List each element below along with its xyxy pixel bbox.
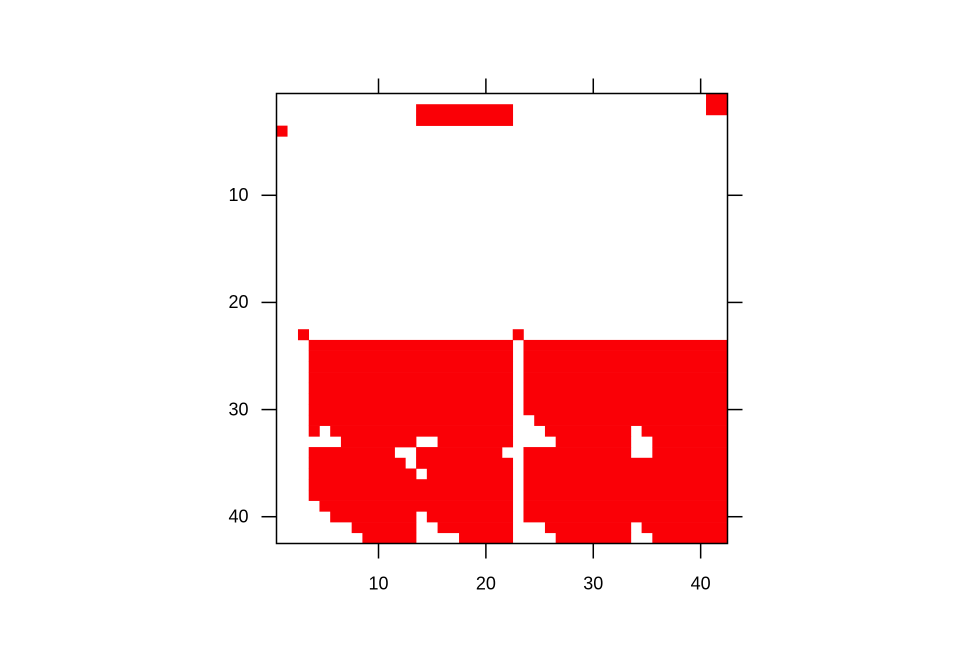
heatmap-cell-run-row-31-col-4-22 bbox=[308, 414, 514, 426]
x-tick-label-10: 10 bbox=[368, 573, 388, 593]
heatmap-cell-run-row-3-col-14-22 bbox=[416, 114, 514, 126]
heatmap-cell-run-row-25-col-4-22 bbox=[308, 350, 514, 362]
heatmap-cell-run-row-38-col-24-42 bbox=[523, 489, 728, 501]
heatmap-cell-run-row-29-col-24-42 bbox=[523, 393, 728, 405]
heatmap-cell-run-row-41-col-16-22 bbox=[437, 522, 514, 534]
heatmap-cell-run-row-35-col-24-42 bbox=[523, 457, 728, 469]
heatmap-cell-run-row-1-col-41-42 bbox=[706, 93, 728, 105]
heatmap-cell-run-row-39-col-24-42 bbox=[523, 500, 728, 512]
heatmap-cell-run-row-42-col-27-33 bbox=[555, 532, 632, 544]
heatmap-cell-run-row-37-col-24-42 bbox=[523, 479, 728, 491]
heatmap-cell-run-row-42-col-9-13 bbox=[362, 532, 417, 544]
heatmap-cell-run-row-40-col-6-13 bbox=[330, 511, 417, 523]
heatmap-cell-run-row-36-col-4-13 bbox=[308, 468, 417, 480]
heatmap-cell-run-row-25-col-24-42 bbox=[523, 350, 728, 362]
heatmap-cell-run-row-39-col-5-22 bbox=[319, 500, 514, 512]
heatmap-cell-run-row-28-col-24-42 bbox=[523, 382, 728, 394]
y-tick-label-20: 20 bbox=[228, 292, 248, 312]
heatmap-cell-run-row-35-col-4-12 bbox=[308, 457, 406, 469]
heatmap-cell-run-row-23-col-3-3 bbox=[297, 329, 310, 341]
heatmap-cell-run-row-34-col-24-33 bbox=[523, 447, 632, 459]
heatmap-cell-run-row-34-col-36-42 bbox=[652, 447, 728, 459]
heatmap-cell-run-row-2-col-41-42 bbox=[706, 104, 728, 116]
heatmap-cell-run-row-32-col-35-42 bbox=[641, 425, 728, 437]
axis-ticks bbox=[261, 78, 743, 559]
heatmap-cell-run-row-37-col-4-22 bbox=[308, 479, 514, 491]
heatmap-cell-run-row-24-col-24-42 bbox=[523, 339, 728, 351]
heatmap-cell-run-row-42-col-36-42 bbox=[652, 532, 728, 544]
heatmap-cell-run-row-30-col-24-42 bbox=[523, 404, 728, 416]
heatmap-cell-run-row-33-col-7-13 bbox=[340, 436, 417, 448]
x-tick-label-20: 20 bbox=[476, 573, 496, 593]
heatmap-cell-run-row-41-col-8-13 bbox=[351, 522, 417, 534]
heatmap-cell-run-row-34-col-14-21 bbox=[416, 447, 503, 459]
heatmap-cell-run-row-26-col-24-42 bbox=[523, 361, 728, 373]
heatmap-cell-run-row-36-col-15-22 bbox=[426, 468, 514, 480]
heatmap-cell-run-row-38-col-4-22 bbox=[308, 489, 514, 501]
x-tick-label-40: 40 bbox=[691, 573, 711, 593]
heatmap-cell-run-row-36-col-24-42 bbox=[523, 468, 728, 480]
heatmap-cell-run-row-35-col-14-22 bbox=[416, 457, 514, 469]
heatmap-cell-run-row-32-col-4-4 bbox=[308, 425, 320, 437]
heatmap-cell-run-row-40-col-24-42 bbox=[523, 511, 728, 523]
heatmap-cell-run-row-33-col-36-42 bbox=[652, 436, 728, 448]
heatmap-cell-run-row-32-col-26-33 bbox=[544, 425, 632, 437]
heatmap-cell-run-row-26-col-4-22 bbox=[308, 361, 514, 373]
heatmap-cell-run-row-23-col-23-23 bbox=[512, 329, 524, 341]
heatmap-cell-run-row-27-col-24-42 bbox=[523, 372, 728, 384]
heatmap-cell-run-row-33-col-27-33 bbox=[555, 436, 632, 448]
y-tick-label-30: 30 bbox=[228, 399, 248, 419]
heatmap-cell-run-row-34-col-4-11 bbox=[308, 447, 395, 459]
heatmap-cell-run-row-27-col-4-22 bbox=[308, 372, 514, 384]
heatmap-cell-run-row-41-col-26-33 bbox=[544, 522, 632, 534]
y-tick-label-40: 40 bbox=[228, 506, 248, 526]
axis-tick-labels: 10 20 30 40 10 20 30 40 bbox=[228, 185, 710, 593]
x-tick-label-30: 30 bbox=[583, 573, 603, 593]
heatmap-cell-run-row-24-col-4-22 bbox=[308, 339, 514, 351]
heatmap-cell-run-row-4-col-1-1 bbox=[276, 125, 288, 137]
heatmap-cell-run-row-41-col-35-42 bbox=[641, 522, 728, 534]
y-tick-label-10: 10 bbox=[228, 185, 248, 205]
heatmap-cell-run-row-28-col-4-22 bbox=[308, 382, 514, 394]
heatmap-cells bbox=[276, 93, 728, 544]
heatmap-cell-run-row-29-col-4-22 bbox=[308, 393, 514, 405]
heatmap-cell-run-row-42-col-18-22 bbox=[459, 532, 514, 544]
heatmap-cell-run-row-2-col-14-22 bbox=[416, 104, 514, 116]
heatmap-cell-run-row-30-col-4-22 bbox=[308, 404, 514, 416]
plot-frame bbox=[275, 92, 729, 545]
heatmap-cell-run-row-40-col-15-22 bbox=[426, 511, 514, 523]
heatmap-cell-run-row-31-col-25-42 bbox=[534, 414, 728, 426]
heatmap-cell-run-row-33-col-16-22 bbox=[437, 436, 514, 448]
heatmap-cell-run-row-32-col-6-22 bbox=[330, 425, 514, 437]
